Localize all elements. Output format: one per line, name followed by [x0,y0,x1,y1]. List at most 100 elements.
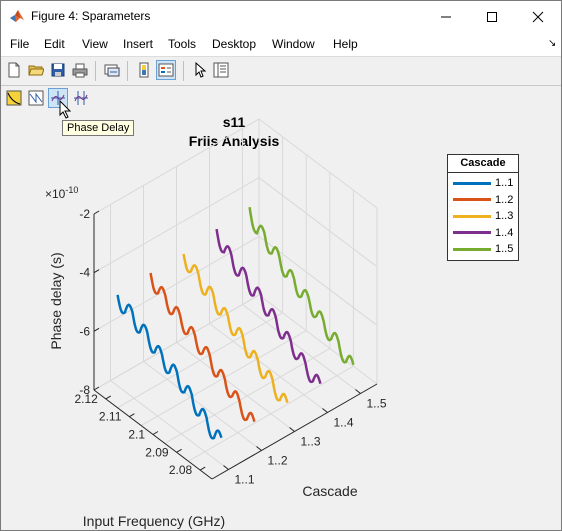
legend-line-swatch [453,181,491,185]
y-axis-label: Cascade [302,483,357,499]
z-tick [93,210,100,215]
grid-line [143,361,262,451]
colorbar-icon [139,62,149,78]
y-tick-label: 1..4 [334,416,354,430]
z-axis-label: Phase delay (s) [48,252,64,349]
toolbar-dock-arrow-icon[interactable]: ↘ [548,38,557,49]
grid-line [209,323,328,413]
menu-tools[interactable]: Tools [168,37,197,51]
series-line-1 [116,294,223,440]
y-tick-label: 1..5 [367,397,387,411]
legend-entry-label: 1..4 [495,226,514,239]
mouse-cursor-icon [59,100,72,119]
grid-line [242,304,361,394]
grid-line [258,294,378,385]
window-title: Figure 4: Sparameters [31,9,151,23]
legend-entry: 1..2 [448,192,518,209]
link-plot-button[interactable] [102,60,122,80]
grid-line [176,342,295,432]
minimize-button[interactable] [423,1,469,32]
menu-window[interactable]: Window [272,37,315,51]
magnitude-plot-button[interactable] [4,88,24,108]
grid-line [258,177,378,268]
property-inspector-button[interactable] [211,60,231,80]
legend-line-swatch [453,247,491,251]
property-inspector-icon [213,62,229,78]
menu-bar: File Edit View Insert Tools Desktop Wind… [1,32,561,57]
axis-lines [93,210,378,480]
save-button[interactable] [48,60,68,80]
z-tick [93,269,100,274]
legend-line-swatch [453,198,491,202]
menu-edit[interactable]: Edit [44,37,65,51]
phase-plot-button[interactable] [26,88,46,108]
insert-colorbar-button[interactable] [134,60,154,80]
figure-toolbar [1,57,561,86]
grid-line [110,380,229,470]
series-line-2 [149,272,256,423]
print-button[interactable] [70,60,90,80]
series-line-4 [215,228,322,385]
menu-help[interactable]: Help [333,37,358,51]
series-line-5 [248,207,355,366]
magnitude-plot-icon [6,90,22,106]
y-tick-labels: 1..1 1..2 1..3 1..4 1..5 [235,397,387,487]
legend-entry-label: 1..3 [495,210,514,223]
toolbar-separator [183,61,184,81]
data-series-group [116,207,355,440]
group-delay-button[interactable] [71,88,91,108]
grid-line [258,118,378,209]
toolbar-separator [95,61,96,81]
z-tick-label: -6 [79,324,90,338]
edit-plot-button[interactable] [190,60,210,80]
pointer-arrow-icon [195,62,207,78]
phase-plot-icon [28,90,44,106]
y-tick [355,389,361,394]
y-tick [256,446,262,451]
menu-insert[interactable]: Insert [123,37,154,51]
legend-line-swatch [453,231,491,235]
maximize-button[interactable] [469,1,515,32]
save-disk-icon [51,63,65,77]
printer-icon [72,63,88,78]
x-tick-label: 2.1 [128,428,145,442]
menu-file[interactable]: File [10,37,30,51]
y-tick [289,427,295,432]
z-tick [93,327,100,332]
legend-entry: 1..4 [448,225,518,242]
y-tick-label: 1..1 [235,473,255,487]
legend[interactable]: Cascade 1..1 1..2 1..3 1..4 1..5 [447,154,519,261]
legend-title: Cascade [448,155,518,173]
open-file-button[interactable] [26,60,46,80]
close-button[interactable] [515,1,561,32]
group-delay-icon [74,91,88,105]
x-tick [176,448,182,453]
z-tick [93,386,100,391]
legend-entry: 1..1 [448,175,518,192]
y-tick-label: 1..2 [268,454,288,468]
maximize-icon [487,11,497,22]
phase-delay-button[interactable] [48,88,68,108]
menu-desktop[interactable]: Desktop [212,37,257,51]
matlab-logo-icon [9,8,25,24]
title-bar[interactable]: Figure 4: Sparameters [1,1,561,32]
z-tick-label: -2 [79,207,90,221]
x-tick-label: 2.12 [74,392,98,406]
x-tick-label: 2.09 [145,445,169,459]
axes-3d[interactable]: s11 Friis Analysis ×10-10 -2-4-6-8 2.122… [1,111,561,530]
legend-entry: 1..3 [448,208,518,225]
close-icon [532,11,544,22]
x-tick [105,395,112,400]
menu-view[interactable]: View [82,37,108,51]
legend-entry-label: 1..2 [495,193,514,206]
insert-legend-button[interactable] [156,60,176,80]
minimize-icon [441,16,451,17]
legend-entry-label: 1..5 [495,243,514,256]
new-figure-button[interactable] [4,60,24,80]
legend-entry-label: 1..1 [495,177,514,190]
legend-entry: 1..5 [448,241,518,258]
toolbar-separator [127,61,128,81]
y-tick [223,465,229,470]
x-tick-label: 2.11 [99,410,122,424]
y-tick [322,408,328,413]
